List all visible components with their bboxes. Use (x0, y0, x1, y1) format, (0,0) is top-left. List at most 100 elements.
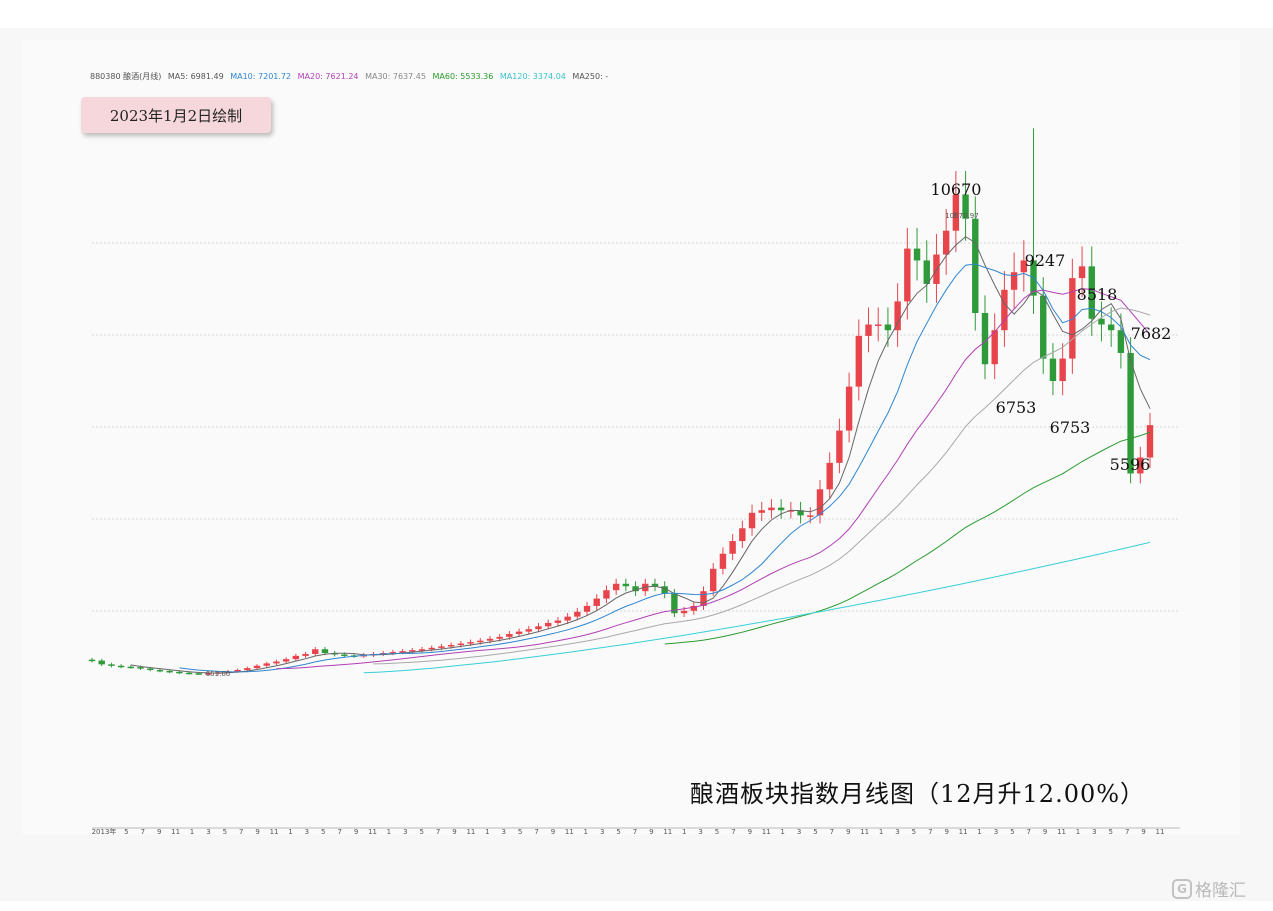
annotation-label: 7682 (1131, 324, 1172, 343)
candle-body (1127, 352, 1134, 474)
candle-body (127, 666, 135, 669)
x-tick-label: 3 (895, 828, 899, 836)
candle-body (302, 653, 309, 656)
candle-body (234, 669, 241, 672)
candle-body (273, 661, 280, 664)
candle-body (972, 218, 979, 313)
x-tick-label: 1 (780, 828, 784, 836)
x-tick-label: 1 (288, 828, 292, 836)
x-tick-label: 11 (860, 828, 869, 836)
candle-body (1078, 266, 1086, 279)
candle-body (981, 312, 989, 365)
candle-body (1059, 358, 1066, 382)
x-tick-label: 5 (813, 828, 817, 836)
candle-body (710, 568, 717, 592)
candle-body (438, 646, 445, 648)
candle-body (758, 510, 765, 513)
candle-body (1069, 278, 1076, 359)
candle-body (913, 248, 921, 261)
candle-body (942, 230, 950, 255)
candle-body (1088, 266, 1095, 319)
ma5-line (130, 236, 1151, 674)
candle-body (816, 489, 824, 516)
x-tick-label: 3 (994, 828, 998, 836)
legend-ma60: MA60: 5533.36 (432, 72, 494, 81)
x-tick-label: 11 (171, 828, 180, 836)
x-tick-label: 1 (1076, 828, 1080, 836)
x-tick-label: 11 (368, 828, 377, 836)
candle-body (1098, 318, 1105, 325)
date-badge: 2023年1月2日绘制 (81, 97, 271, 133)
candle-body (1001, 289, 1008, 331)
candle-body (108, 664, 115, 666)
x-tick-label: 11 (959, 828, 968, 836)
candle-body (428, 647, 435, 650)
candle-body (904, 248, 911, 302)
candle-body (409, 650, 416, 652)
x-tick-label: 5 (715, 828, 719, 836)
x-tick-label: 7 (1027, 828, 1031, 836)
candle-body (244, 668, 251, 670)
candle-body (98, 660, 105, 665)
x-tick-label: 5 (1010, 828, 1014, 836)
x-tick-label: 1 (387, 828, 391, 836)
watermark-text: 格隆汇 (1195, 881, 1246, 901)
x-tick-label: 7 (534, 828, 538, 836)
x-tick-label: 7 (731, 828, 735, 836)
ma10-line (179, 263, 1151, 673)
candle-body (321, 649, 329, 654)
legend-ma5: MA5: 6981.49 (167, 72, 224, 81)
x-tick-label: 11 (565, 828, 574, 836)
candle-body (748, 512, 756, 529)
x-tick-label: 9 (354, 828, 358, 836)
candle-body (1107, 324, 1115, 331)
candle-body (389, 652, 397, 654)
x-tick-label: 1 (584, 828, 588, 836)
watermark: G 格隆汇 (1172, 876, 1246, 901)
x-tick-label: 5 (321, 828, 325, 836)
x-tick-label: 7 (337, 828, 341, 836)
x-tick-label: 1 (879, 828, 883, 836)
annotation-label: 651.60 (206, 670, 231, 678)
candle-body (312, 649, 319, 654)
candle-body (263, 663, 270, 666)
candle-body (185, 672, 193, 675)
annotation-label: 5596 (1110, 455, 1151, 474)
candle-body (690, 605, 697, 611)
legend-code-name: 880380 酿酒(月线) (90, 72, 162, 81)
candle-body (671, 593, 678, 614)
x-tick-label: 11 (762, 828, 771, 836)
x-tick-label: 7 (141, 828, 145, 836)
annotation-label: 8518 (1077, 285, 1118, 304)
candle-body (894, 301, 901, 331)
candle-body (506, 633, 513, 637)
x-tick-label: 3 (1092, 828, 1096, 836)
x-tick-label: 7 (830, 828, 834, 836)
candle-body (457, 643, 465, 646)
chart-panel (22, 40, 1240, 835)
candle-body (166, 670, 173, 673)
legend-ma30: MA30: 7637.45 (365, 72, 426, 81)
candle-body (195, 673, 202, 675)
annotation-label: 10670 (931, 180, 982, 199)
x-tick-label: 9 (452, 828, 456, 836)
x-tick-label: 5 (1109, 828, 1113, 836)
candle-body (1020, 260, 1028, 273)
candle-body (865, 324, 872, 336)
x-tick-label: 9 (1043, 828, 1047, 836)
x-tick-label: 3 (502, 828, 506, 836)
watermark-logo-icon: G (1172, 878, 1192, 899)
candle-body (680, 610, 688, 614)
candle-body (777, 507, 785, 511)
x-tick-label: 11 (1156, 828, 1165, 836)
candle-body (525, 629, 532, 632)
candle-body (622, 583, 630, 587)
x-tick-label: 3 (698, 828, 702, 836)
legend-ma10: MA10: 7201.72 (230, 72, 292, 81)
x-tick-label: 5 (223, 828, 227, 836)
candle-body (661, 586, 668, 594)
candle-body (418, 649, 426, 651)
x-tick-label: 7 (239, 828, 243, 836)
x-tick-label: 3 (403, 828, 407, 836)
